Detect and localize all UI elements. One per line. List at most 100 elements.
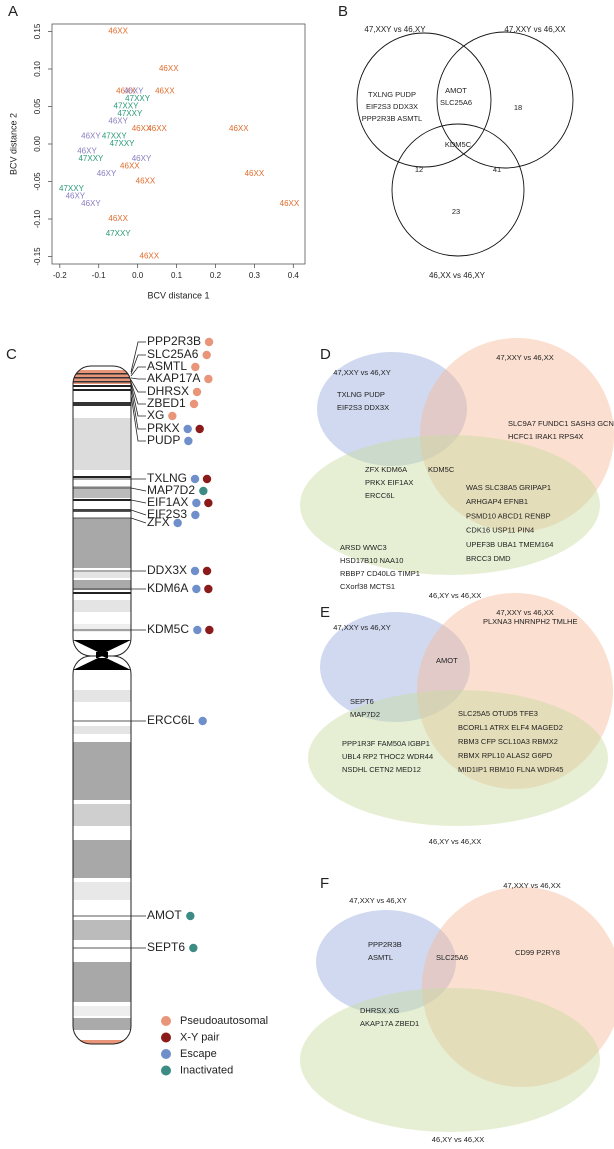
- region-text: UBL4 RP2 THOC2 WDR44: [342, 752, 433, 761]
- point-label: 46XX: [155, 87, 175, 96]
- venn-set: [316, 910, 456, 1014]
- gene-label: EIF1AX: [147, 495, 188, 509]
- region-text: ARSD WWC3: [340, 543, 387, 552]
- region-text: ERCC6L: [365, 491, 395, 500]
- band: [73, 385, 131, 387]
- band: [73, 509, 131, 512]
- set-title: 47,XXY vs 46,XY: [333, 623, 390, 632]
- gene-label: DHRSX: [147, 384, 189, 398]
- y-axis-label: BCV distance 2: [8, 113, 18, 175]
- leader-line: [73, 499, 147, 504]
- gene-dot: [198, 716, 207, 726]
- point-label: 47XXY: [106, 229, 132, 238]
- gene-dot: [189, 943, 198, 953]
- point-label: 46XX: [280, 199, 300, 208]
- band: [73, 1006, 131, 1016]
- set-title: 46,XY vs 46,XX: [429, 837, 481, 846]
- gene-label: SEPT6: [147, 940, 185, 954]
- point-label: 47XXY: [125, 94, 151, 103]
- region-text: CXorf38 MCTS1: [340, 582, 395, 591]
- region-text: ARHGAP4 EFNB1: [466, 497, 528, 506]
- leader-line: [73, 509, 147, 516]
- y-tick-label: 0.05: [33, 98, 42, 114]
- gene-dot: [192, 498, 201, 508]
- region-text: WAS SLC38A5 GRIPAP1: [466, 483, 551, 492]
- leader-line: [73, 517, 147, 524]
- venn-set: [417, 593, 613, 789]
- region-text: SLC25A5 OTUD5 TFE3: [458, 709, 538, 718]
- y-tick-label: -0.15: [33, 247, 42, 266]
- gene-dot: [189, 399, 199, 409]
- region-text: CD99 P2RY8: [515, 948, 560, 957]
- gene-label: KDM6A: [147, 581, 188, 595]
- gene-dot: [195, 424, 204, 434]
- gene-label: EIF2S3: [147, 507, 187, 521]
- gene-label: DDX3X: [147, 563, 187, 577]
- set-title: 47,XXY vs 46,XY: [349, 896, 406, 905]
- region-text: HCFC1 IRAK1 RPS4X: [508, 432, 583, 441]
- leader-line: [130, 377, 146, 380]
- gene-dot: [202, 350, 211, 360]
- y-tick-label: -0.05: [33, 172, 42, 191]
- venn-set: [420, 338, 614, 532]
- gene-dot: [191, 362, 200, 372]
- band: [73, 572, 131, 578]
- venn-set: [300, 435, 600, 575]
- region-text: SLC25A6: [440, 98, 472, 107]
- region-text: PSMD10 ABCD1 RENBP: [466, 511, 551, 520]
- venn-circle: [356, 32, 492, 168]
- leader-line: [130, 354, 146, 375]
- y-tick-label: -0.10: [33, 209, 42, 228]
- legend-label: X-Y pair: [180, 1031, 220, 1043]
- point-label: 46XY: [108, 117, 128, 126]
- point-label: 46XX: [116, 87, 136, 96]
- set-title: 46,XY vs 46,XX: [432, 1135, 484, 1144]
- band: [73, 476, 131, 478]
- region-text: ASMTL: [368, 953, 393, 962]
- legend-dot: [161, 1049, 171, 1059]
- region-text: 18: [514, 103, 522, 112]
- band: [73, 600, 131, 612]
- leader-line: [130, 394, 146, 442]
- gene-label: XG: [147, 408, 164, 422]
- gene-dot: [173, 518, 182, 528]
- panel-letter: D: [320, 346, 331, 363]
- leader-line: [130, 379, 146, 393]
- panel-letter: B: [338, 3, 348, 20]
- set-title: 47,XXY vs 46,XX: [496, 353, 553, 362]
- y-tick-label: 0.15: [33, 23, 42, 39]
- band: [73, 518, 131, 568]
- panel-letter: E: [320, 604, 330, 621]
- region-text: RBM3 CFP SCL10A3 RBMX2: [458, 737, 558, 746]
- leader-line: [130, 366, 146, 377]
- gene-label: PPP2R3B: [147, 334, 201, 348]
- gene-dot: [204, 584, 213, 594]
- region-text: HSD17B10 NAA10: [340, 556, 403, 565]
- venn-circle: [391, 123, 525, 257]
- point-label: 46XX: [108, 214, 128, 223]
- point-label: 47XXY: [78, 154, 104, 163]
- point-label: 46XY: [66, 192, 86, 201]
- leader-line: [130, 383, 146, 417]
- point-label: 47XXY: [117, 109, 143, 118]
- band: [73, 373, 131, 375]
- plot-frame: [51, 23, 306, 265]
- band: [73, 402, 131, 406]
- region-text: MAP7D2: [350, 710, 380, 719]
- leader-line: [130, 387, 146, 430]
- gene-label: MAP7D2: [147, 483, 195, 497]
- band: [73, 840, 131, 878]
- x-axis-label: BCV distance 1: [147, 290, 209, 300]
- point-label: 46XX: [136, 177, 156, 186]
- legend-label: Pseudoautosomal: [180, 1015, 268, 1027]
- set-title: 46,XX vs 46,XY: [429, 271, 486, 280]
- y-tick-label: 0.10: [33, 61, 42, 77]
- set-title: 47,XXY vs 46,XY: [333, 368, 390, 377]
- region-text: BCORL1 ATRX ELF4 MAGED2: [458, 723, 563, 732]
- legend-dot: [161, 1065, 171, 1076]
- set-title: 47,XXY vs 46,XX: [496, 608, 553, 617]
- panel-letter: A: [8, 3, 18, 20]
- band: [73, 726, 131, 734]
- region-text: 12: [415, 165, 423, 174]
- chromosome: [73, 366, 131, 1044]
